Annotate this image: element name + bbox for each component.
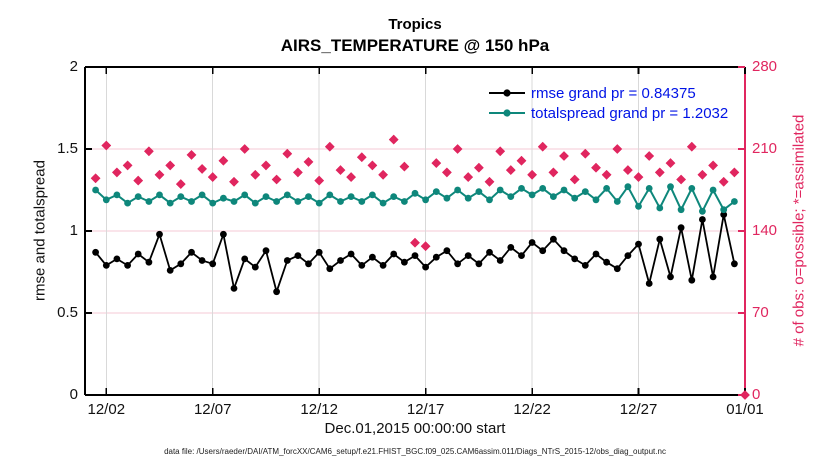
x-tick-label-12-02: 12/02 [87, 401, 126, 418]
x-tick-label-01-01: 01/01 [726, 401, 764, 418]
x-axis-label: Dec.01,2015 00:00:00 start [324, 420, 506, 437]
y-left-tick-label-0.5: 0.5 [57, 304, 78, 321]
legend-item-totalspread: totalspread grand pr = 1.2032 [487, 103, 728, 123]
legend-item-rmse: rmse grand pr = 0.84375 [487, 83, 728, 103]
y-left-tick-label-1: 1 [69, 222, 78, 239]
legend-marker-totalspread-icon [489, 109, 525, 117]
chart-title-variable: AIRS_TEMPERATURE @ 150 hPa [280, 36, 550, 55]
legend: rmse grand pr = 0.84375 totalspread gran… [487, 83, 728, 123]
legend-label-rmse: rmse grand pr = 0.84375 [531, 84, 696, 102]
series-totalspread [92, 183, 738, 215]
chart-title-region: Tropics [388, 16, 442, 33]
horizontal-gridlines [85, 148, 745, 314]
series-obs_possible [90, 134, 750, 400]
y-right-tick-label-140: 140 [752, 222, 778, 239]
data-file-path: data file: /Users/raeder/DAI/ATM_forcXX/… [164, 447, 666, 456]
y-left-tick-label-0: 0 [69, 386, 78, 403]
series-obs_assimilated [90, 134, 750, 400]
vertical-gridlines [105, 67, 639, 395]
y-right-tick-label-70: 70 [752, 304, 769, 321]
legend-label-totalspread: totalspread grand pr = 1.2032 [531, 104, 729, 122]
y-right-tick-label-280: 280 [752, 58, 778, 75]
axes-box [84, 66, 746, 396]
x-tick-label-12-17: 12/17 [406, 401, 445, 418]
y-left-tick-label-2: 2 [69, 58, 78, 75]
series-rmse [92, 211, 738, 296]
x-tick-label-12-27: 12/27 [619, 401, 658, 418]
x-tick-label-12-22: 12/22 [513, 401, 551, 418]
y-right-tick-label-210: 210 [752, 140, 778, 157]
y-left-tick-label-1.5: 1.5 [57, 140, 78, 157]
x-tick-label-12-12: 12/12 [300, 401, 338, 418]
legend-marker-rmse-icon [489, 89, 525, 97]
y-right-tick-label-0: 0 [752, 386, 761, 403]
x-tick-label-12-07: 12/07 [193, 401, 232, 418]
